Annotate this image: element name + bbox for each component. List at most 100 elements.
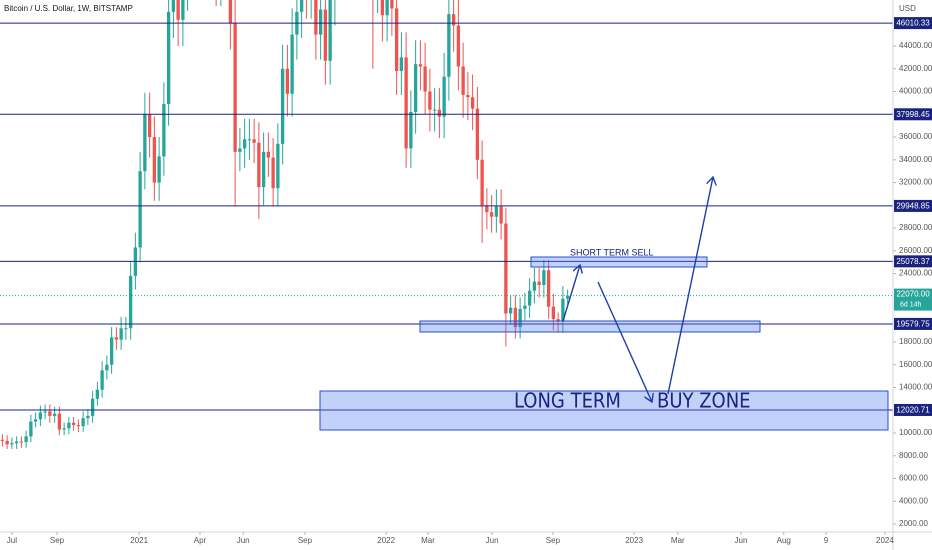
level-label-box	[894, 255, 932, 268]
candle-body	[228, 0, 233, 24]
candle-body	[62, 428, 66, 430]
candle-body	[556, 319, 560, 322]
y-tick-label: 40000.00	[899, 87, 932, 96]
candle-body	[432, 109, 437, 111]
candle-body	[48, 411, 52, 416]
candle-body	[451, 14, 456, 26]
candle-body	[413, 64, 418, 112]
y-tick-label: 28000.00	[899, 223, 932, 232]
candle-body	[71, 422, 76, 426]
x-tick-label: 2023	[625, 536, 643, 545]
candle-body	[428, 91, 432, 110]
candle-body	[285, 68, 290, 94]
candle-body	[480, 159, 484, 206]
candle-body	[456, 25, 461, 67]
candle-body	[33, 419, 38, 422]
candle-body	[489, 212, 494, 217]
candle-body	[157, 156, 161, 183]
candle-body	[551, 306, 556, 320]
candle-body	[299, 0, 304, 12]
x-tick-label: Mar	[671, 536, 685, 545]
y-tick-label: 26000.00	[899, 246, 932, 255]
current-price-countdown: 6d 14h	[900, 301, 922, 308]
annotation: LONG TERM	[514, 389, 621, 413]
x-tick-label: Jul	[7, 536, 17, 545]
x-tick-label: Apr	[194, 536, 207, 545]
candle-body	[171, 0, 176, 12]
candle-body	[280, 68, 285, 144]
candle-body	[95, 389, 100, 399]
y-tick-label: 4000.00	[899, 496, 928, 505]
candle-body	[518, 308, 522, 328]
level-label-box	[894, 403, 932, 416]
y-tick-label: 18000.00	[899, 337, 932, 346]
y-tick-label: 34000.00	[899, 155, 932, 164]
candle-body	[328, 0, 332, 61]
candle-body	[380, 0, 385, 16]
candle-body	[537, 281, 541, 286]
candle-body	[67, 422, 71, 429]
y-tick-label: 36000.00	[899, 132, 932, 141]
level-label: 37998.45	[896, 110, 930, 119]
arrow	[562, 265, 580, 322]
candle-body	[527, 290, 532, 306]
candle-body	[143, 114, 147, 172]
y-tick-label: 14000.00	[899, 383, 932, 392]
candle-body	[233, 23, 237, 152]
candle-body	[52, 413, 57, 416]
candle-body	[119, 328, 123, 340]
candle-body	[128, 275, 133, 329]
chart-title: Bitcoin / U.S. Dollar, 1W, BITSTAMP	[4, 4, 133, 13]
candle-body	[124, 328, 128, 330]
candle-body	[90, 398, 95, 416]
candle-body	[508, 307, 513, 314]
candle-body	[423, 66, 427, 92]
candle-body	[261, 151, 266, 188]
long-term-buy-zone	[319, 390, 889, 431]
candle-body	[43, 411, 47, 413]
candle-body	[81, 418, 85, 427]
candle-body	[152, 137, 157, 183]
current-price-label: 22070.00	[896, 290, 930, 299]
level-label: 12020.71	[896, 406, 930, 415]
candle-body	[100, 370, 104, 390]
x-tick-label: 2022	[377, 536, 395, 545]
y-tick-label: 2000.00	[899, 519, 928, 528]
candle-body	[252, 139, 256, 143]
y-tick-label: 16000.00	[899, 360, 932, 369]
level-label-box	[894, 317, 932, 330]
candle-body	[266, 151, 271, 158]
x-tick-label: Jun	[237, 536, 250, 545]
candle-body	[86, 415, 90, 419]
candle-body	[5, 440, 9, 445]
x-tick-label: Sep	[298, 536, 313, 545]
candle-body	[409, 112, 413, 149]
axis-unit: USD	[899, 4, 916, 13]
level-label-box	[894, 17, 932, 30]
candle-body	[394, 8, 399, 72]
candle-body	[14, 441, 19, 444]
candle-body	[532, 281, 537, 291]
candle-body	[247, 139, 252, 141]
level-label-box	[894, 199, 932, 212]
y-tick-label: 8000.00	[899, 451, 928, 460]
candle-body	[57, 413, 62, 430]
y-tick-label: 32000.00	[899, 178, 932, 187]
candle-body	[504, 223, 508, 314]
y-tick-label: 24000.00	[899, 269, 932, 278]
candle-body	[470, 97, 475, 109]
candle-body	[181, 0, 185, 20]
support-zone	[419, 320, 761, 333]
candle-body	[314, 0, 318, 35]
candle-body	[147, 114, 152, 138]
level-label-box	[894, 108, 932, 121]
x-tick-label: 9	[824, 536, 829, 545]
candle-body	[38, 412, 43, 420]
candle-body	[238, 148, 242, 152]
level-label: 25078.37	[896, 257, 930, 266]
candle-body	[385, 0, 389, 16]
annotation: BUY ZONE	[657, 389, 751, 413]
